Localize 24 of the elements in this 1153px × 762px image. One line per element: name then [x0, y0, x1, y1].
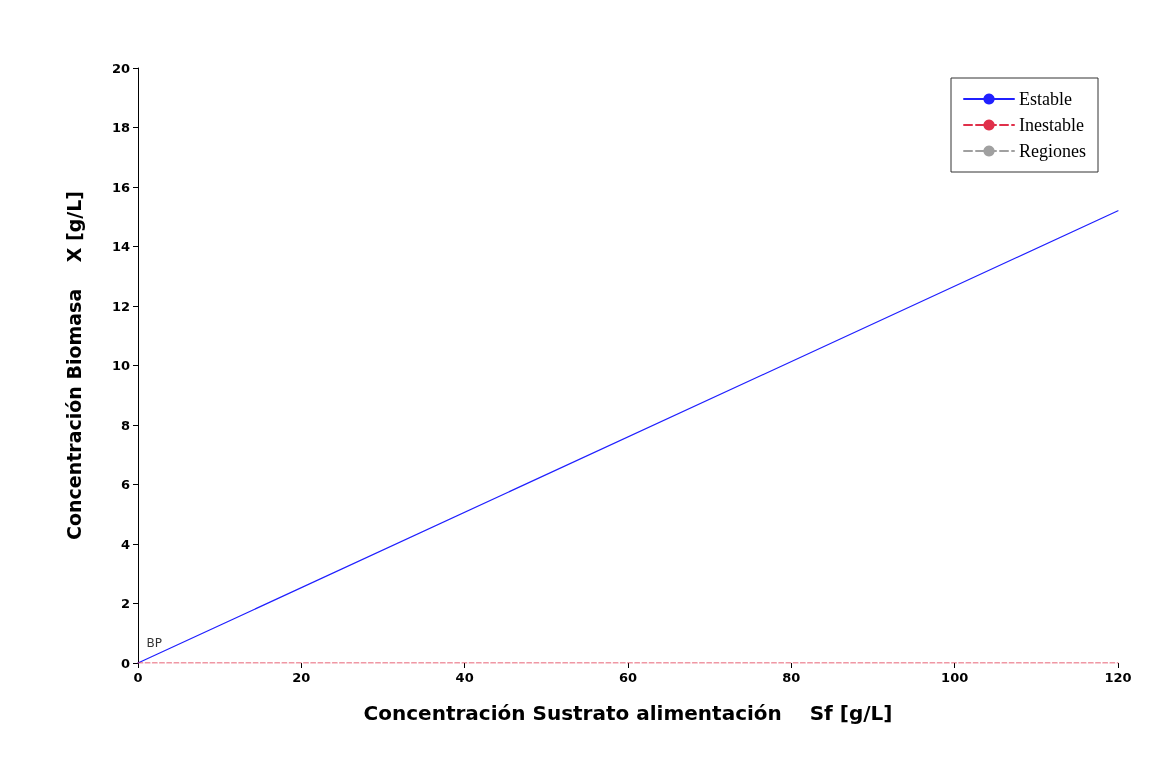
y-axis-title: Concentración Biomasa X [g/L]: [62, 191, 85, 540]
y-tick-label: 4: [120, 536, 130, 552]
annotation: BP: [146, 636, 163, 651]
y-tick-label: 18: [111, 120, 130, 135]
x-tick-label: 120: [1104, 670, 1132, 685]
y-tick-label: 14: [111, 239, 130, 254]
x-tick-label: 0: [133, 670, 143, 685]
y-tick-label: 0: [120, 655, 130, 671]
x-tick-label: 80: [782, 670, 801, 685]
legend-label: Inestable: [1019, 115, 1084, 135]
y-tick-label: 20: [111, 60, 130, 76]
x-tick-label: 60: [618, 670, 638, 685]
y-tick-label: 6: [120, 477, 130, 492]
legend-label: Estable: [1019, 89, 1072, 109]
y-tick-label: 12: [111, 298, 130, 314]
x-tick-label: 100: [941, 670, 969, 685]
y-tick-label: 16: [111, 179, 130, 195]
y-tick-label: 2: [120, 596, 130, 611]
y-tick-label: 10: [111, 358, 130, 373]
x-tick-label: 20: [292, 670, 311, 685]
legend-label: Regiones: [1019, 141, 1087, 161]
x-tick-label: 40: [455, 670, 474, 685]
y-tick-label: 8: [120, 417, 130, 433]
x-axis-title: Concentración Sustrato alimentación Sf [g/L]: [363, 701, 893, 725]
